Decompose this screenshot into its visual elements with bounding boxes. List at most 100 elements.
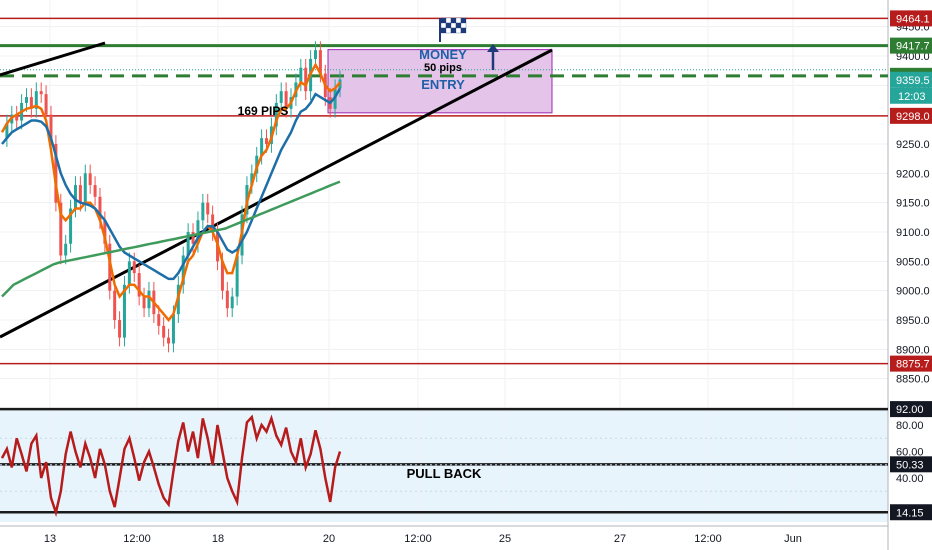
candle-body (137, 273, 141, 297)
annotation-money: MONEY (419, 47, 467, 62)
candle-body (54, 144, 58, 203)
flag-square (460, 22, 467, 29)
time-tick-label: 12:00 (404, 533, 432, 545)
candle-body (191, 232, 195, 244)
candle-body (235, 255, 239, 297)
candle-body (59, 202, 63, 256)
flag-square (455, 17, 462, 24)
time-tick-label: 13 (44, 533, 56, 545)
oscillator-tick-label: 80.00 (896, 420, 924, 432)
flag-square (445, 17, 452, 24)
candle-body (279, 91, 283, 103)
price-badge (890, 71, 932, 88)
candle-body (15, 114, 19, 121)
oscillator-badge (890, 401, 932, 418)
price-tick-label: 8950.0 (896, 315, 930, 327)
flag-square (455, 27, 462, 34)
price-tick-label: 9200.0 (896, 168, 930, 180)
oscillator-band-background (0, 410, 888, 522)
oscillator-tick-label: 40.00 (896, 473, 924, 485)
price-tick-label: 8900.0 (896, 344, 930, 356)
candle-body (147, 290, 151, 309)
annotation-entry: ENTRY (421, 77, 465, 92)
candle-body (284, 91, 288, 109)
flag-square (450, 22, 457, 29)
candle-body (132, 261, 136, 274)
candle-body (171, 314, 175, 344)
candle-body (265, 138, 269, 145)
candle-body (118, 320, 122, 338)
price-tick-label: 9000.0 (896, 286, 930, 298)
candle-body (181, 255, 185, 285)
moving-average-ema-slow (1, 87, 342, 281)
price-badge-label: 9464.1 (896, 13, 930, 25)
candle-body (122, 284, 126, 338)
candle-body (225, 290, 229, 309)
time-tick-label: 12:00 (694, 533, 722, 545)
checkered-flag-icon (439, 17, 467, 42)
candle-body (69, 208, 73, 244)
time-tick-label: 18 (212, 533, 224, 545)
oscillator-tick-label: 60.00 (896, 447, 924, 459)
price-tick-label: 9150.0 (896, 198, 930, 210)
flag-square (440, 27, 447, 34)
moving-average-ema-fast (0, 62, 341, 322)
time-tick-label: 25 (499, 533, 511, 545)
candle-body (73, 185, 77, 209)
candle-body (167, 337, 171, 344)
flag-square (445, 22, 452, 29)
candle-body (5, 123, 9, 139)
price-tick-label: 9100.0 (896, 227, 930, 239)
flag-square (445, 27, 452, 34)
candle-body (49, 114, 53, 145)
price-badge-label: 8875.7 (896, 359, 930, 371)
candle-body (201, 202, 205, 221)
price-tick-label: 9250.0 (896, 139, 930, 151)
price-badge (890, 10, 932, 27)
candle-body (93, 185, 97, 197)
candle-body (83, 173, 87, 203)
candle-body (24, 97, 28, 103)
oscillator-badge (890, 456, 932, 473)
candle-body (88, 173, 92, 186)
flag-square (450, 27, 457, 34)
candle-body (29, 97, 33, 109)
trend-line-support (0, 48, 553, 339)
price-tick-label: 8850.0 (896, 374, 930, 386)
annotation-pips: 50 pips (424, 62, 462, 74)
price-badge-label: 9417.7 (896, 41, 930, 53)
trend-line-upper (0, 41, 106, 77)
candle-body (230, 296, 234, 309)
candle-body (250, 173, 254, 186)
price-badge (890, 37, 932, 54)
price-tick-label: 9400.0 (896, 51, 930, 63)
moving-average-sma-long (1, 180, 341, 298)
candle-body (44, 94, 48, 115)
candle-body (162, 325, 166, 338)
time-tick-label: 12:00 (123, 533, 151, 545)
candle-body (157, 314, 161, 326)
candle-body (206, 202, 210, 215)
price-badge-label: 9298.0 (896, 111, 930, 123)
candle-body (299, 67, 303, 83)
candle-body (142, 296, 146, 309)
flag-square (460, 27, 467, 34)
candle-body (196, 220, 200, 244)
candle-body (318, 50, 322, 74)
countdown-badge (890, 87, 932, 104)
flag-square (440, 22, 447, 29)
flag-square (460, 17, 467, 24)
up-arrow-head (487, 44, 499, 52)
oscillator-badge (890, 504, 932, 521)
candle-body (304, 67, 308, 92)
candle-body (260, 138, 264, 156)
flag-square (440, 17, 447, 24)
oscillator-line (0, 414, 342, 518)
candle-body (186, 232, 190, 256)
oscillator-badge-label: 50.33 (896, 459, 924, 471)
annotation-pips-move: 169 PIPS (238, 104, 289, 118)
time-tick-label: 27 (614, 533, 626, 545)
oscillator-badge-label: 92.00 (896, 404, 924, 416)
trade-target-box (327, 49, 553, 114)
